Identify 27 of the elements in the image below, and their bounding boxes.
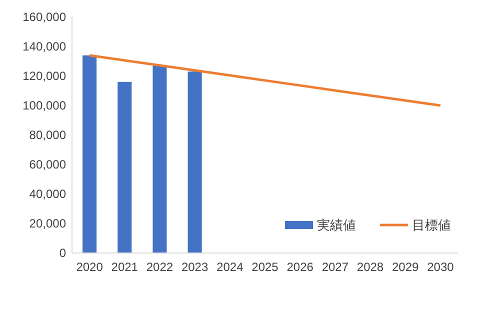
x-tick-label: 2024 [216,260,244,274]
y-tick-label: 100,000 [22,98,66,113]
bar [188,72,202,253]
x-tick-label: 2030 [427,260,454,274]
bar [118,82,132,253]
y-tick-label: 120,000 [22,69,66,84]
y-tick-label: 160,000 [22,10,66,24]
y-tick-label: 140,000 [22,40,66,54]
x-tick-label: 2025 [252,260,279,274]
legend-label: 実績値 [317,218,356,233]
x-tick-label: 2023 [181,260,208,274]
bar [82,55,97,253]
y-tick-label: 0 [59,246,66,260]
x-tick-label: 2027 [322,260,349,274]
x-tick-label: 2029 [392,260,420,274]
y-tick-label: 20,000 [29,216,66,231]
x-tick-label: 2026 [286,260,314,274]
bar [152,66,167,253]
y-tick-label: 40,000 [29,187,66,202]
x-tick-label: 2020 [76,260,104,274]
x-tick-label: 2021 [111,260,138,274]
y-tick-label: 80,000 [29,128,66,142]
x-tick-label: 2028 [356,260,384,274]
legend-label: 目標値 [412,218,451,233]
x-tick-label: 2022 [146,260,174,274]
y-tick-label: 60,000 [29,158,66,172]
line-series [88,54,442,107]
